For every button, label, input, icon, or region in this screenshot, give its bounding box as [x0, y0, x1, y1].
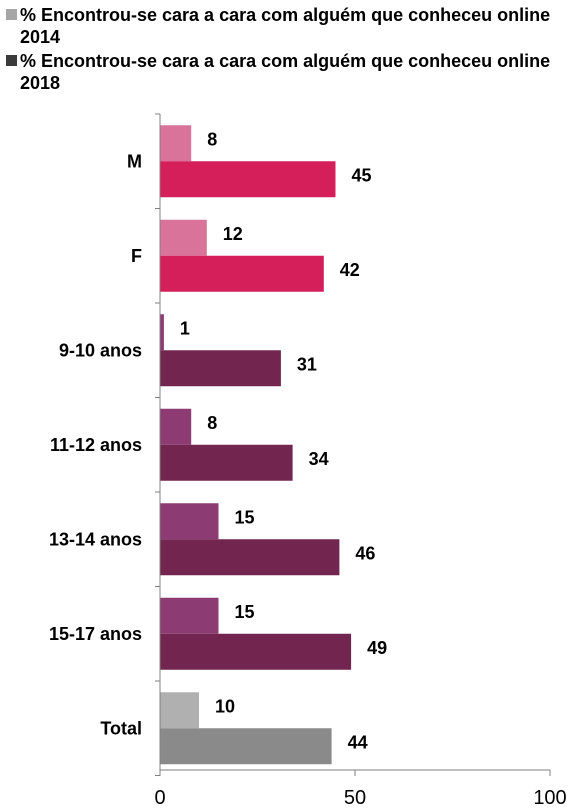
legend-label-2014: % Encontrou-se cara a cara com alguém qu…: [20, 5, 551, 47]
category-label: 9-10 anos: [59, 340, 142, 360]
bar-2014: [160, 692, 199, 729]
bar-2018: [160, 539, 340, 576]
data-label-2018: 34: [309, 449, 329, 469]
legend-swatch-2014: [6, 9, 17, 20]
category-label: F: [131, 246, 142, 266]
bar-2014: [160, 219, 207, 256]
data-label-2014: 15: [235, 602, 255, 622]
legend-item-2014: % Encontrou-se cara a cara com alguém qu…: [6, 4, 584, 48]
bar-2018: [160, 728, 332, 765]
bar-2018: [160, 350, 281, 387]
bar-2018: [160, 255, 324, 292]
data-label-2018: 44: [348, 732, 368, 752]
data-label-2018: 49: [367, 638, 387, 658]
legend-swatch-2018: [6, 55, 17, 66]
category-label: 13-14 anos: [49, 529, 142, 549]
bar-2014: [160, 503, 219, 540]
legend: % Encontrou-se cara a cara com alguém qu…: [6, 4, 584, 96]
bar-2014: [160, 125, 192, 162]
data-label-2018: 31: [297, 354, 317, 374]
data-label-2014: 15: [235, 507, 255, 527]
bar-2018: [160, 161, 336, 198]
bar-2018: [160, 633, 352, 670]
data-label-2014: 8: [207, 413, 217, 433]
category-label: 11-12 anos: [50, 435, 142, 455]
category-label: Total: [100, 718, 142, 738]
bar-2018: [160, 444, 293, 481]
category-label: 15-17 anos: [49, 624, 142, 644]
category-label: M: [127, 151, 142, 171]
data-label-2014: 12: [223, 224, 243, 244]
x-tick-label: 0: [154, 787, 165, 809]
bar-2014: [160, 408, 192, 445]
data-label-2014: 8: [207, 129, 217, 149]
data-label-2014: 10: [215, 696, 235, 716]
data-label-2018: 46: [355, 543, 375, 563]
bar-2014: [160, 314, 164, 351]
legend-item-2018: % Encontrou-se cara a cara com alguém qu…: [6, 50, 584, 94]
x-tick-label: 50: [344, 787, 366, 809]
data-label-2014: 1: [180, 318, 190, 338]
x-tick-label: 100: [533, 787, 566, 809]
legend-label-2018: % Encontrou-se cara a cara com alguém qu…: [20, 51, 551, 93]
data-label-2018: 45: [352, 165, 372, 185]
data-label-2018: 42: [340, 260, 360, 280]
bar-2014: [160, 597, 219, 634]
